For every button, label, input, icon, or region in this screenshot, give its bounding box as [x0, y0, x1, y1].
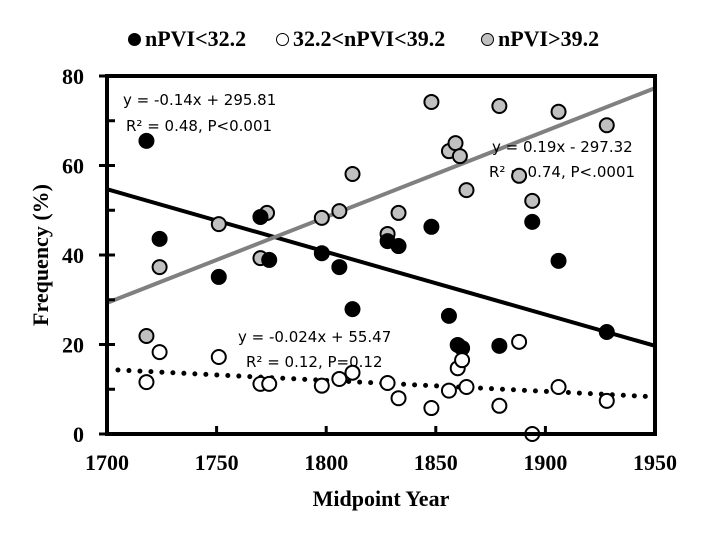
data-point-series-0: [440, 307, 457, 324]
y-axis-title: Frequency (%): [28, 184, 53, 326]
x-tick-label: 1950: [633, 450, 677, 475]
data-point-series-0: [550, 252, 567, 269]
data-point-series-1: [379, 374, 396, 391]
legend-item-mid: 32.2<nPVI<39.2: [276, 26, 445, 52]
data-point-series-2: [331, 203, 348, 220]
data-point-series-1: [440, 382, 457, 399]
data-point-series-0: [598, 323, 615, 340]
annotation-mid-equation: y = -0.024x + 55.47: [238, 328, 391, 346]
data-point-series-1: [313, 377, 330, 394]
tick-labels: 1700 1750 1800 1850 1900 1950 0 20 40 60 80: [62, 64, 677, 475]
y-tick-label: 40: [62, 243, 84, 268]
data-point-series-2: [491, 97, 508, 114]
data-point-series-2: [344, 166, 361, 183]
y-tick-label: 80: [62, 64, 84, 89]
data-point-series-2: [524, 192, 541, 209]
data-point-series-1: [550, 379, 567, 396]
x-axis-title: Midpoint Year: [313, 486, 450, 511]
legend-item-low: nPVI<32.2: [128, 26, 246, 52]
data-point-series-1: [138, 374, 155, 391]
data-point-series-1: [454, 352, 471, 369]
y-tick-label: 0: [73, 422, 84, 447]
data-points: [138, 93, 615, 442]
data-point-series-1: [210, 349, 227, 366]
data-point-series-1: [458, 379, 475, 396]
annotation-high-equation: y = 0.19x - 297.32: [492, 138, 633, 156]
x-tick-label: 1850: [414, 450, 458, 475]
trendline-series-2: [106, 86, 656, 305]
x-tick-label: 1700: [85, 450, 129, 475]
annotation-low-stats: R² = 0.48, P<0.001: [126, 117, 272, 135]
x-tick-label: 1900: [523, 450, 567, 475]
data-point-series-2: [210, 216, 227, 233]
data-point-series-2: [390, 204, 407, 221]
data-point-series-0: [491, 337, 508, 354]
x-tick-label: 1750: [195, 450, 239, 475]
data-point-series-2: [451, 148, 468, 165]
annotation-high-stats: R² = 0.74, P<.0001: [489, 163, 635, 181]
data-point-series-0: [423, 218, 440, 235]
data-point-series-1: [423, 400, 440, 417]
data-point-series-0: [524, 213, 541, 230]
data-point-series-0: [390, 238, 407, 255]
legend: nPVI<32.2 32.2<nPVI<39.2 nPVI>39.2: [0, 26, 702, 56]
data-point-series-1: [598, 392, 615, 409]
legend-label-mid: 32.2<nPVI<39.2: [293, 26, 446, 51]
y-tick-label: 60: [62, 154, 84, 179]
x-tick-label: 1800: [304, 450, 348, 475]
y-tick-label: 20: [62, 333, 84, 358]
data-point-series-0: [344, 301, 361, 318]
legend-marker-black-circle-icon: [128, 32, 141, 46]
data-point-series-2: [138, 327, 155, 344]
data-point-series-0: [331, 259, 348, 276]
data-point-series-0: [138, 132, 155, 149]
data-point-series-2: [598, 117, 615, 134]
annotations: y = -0.14x + 295.81 R² = 0.48, P<0.001 y…: [123, 91, 635, 371]
data-point-series-1: [511, 333, 528, 350]
data-point-series-0: [252, 208, 269, 225]
data-point-series-2: [313, 209, 330, 226]
data-point-series-1: [390, 390, 407, 407]
data-point-series-0: [151, 230, 168, 247]
data-point-series-2: [458, 182, 475, 199]
data-point-series-2: [447, 135, 464, 152]
annotation-low-equation: y = -0.14x + 295.81: [123, 91, 276, 109]
legend-marker-white-circle-icon: [276, 32, 289, 46]
data-point-series-2: [550, 103, 567, 120]
data-point-series-2: [151, 259, 168, 276]
trendline-series-1: [115, 367, 658, 400]
data-point-series-1: [491, 397, 508, 414]
data-point-series-0: [261, 251, 278, 268]
legend-label-high: nPVI>39.2: [498, 26, 600, 51]
data-point-series-2: [511, 167, 528, 184]
legend-marker-gray-circle-icon: [481, 32, 494, 46]
data-point-series-0: [210, 268, 227, 285]
trendline-series-0: [106, 187, 656, 348]
data-point-series-0: [313, 245, 330, 262]
data-point-series-1: [151, 344, 168, 361]
legend-label-low: nPVI<32.2: [145, 26, 247, 51]
axes: [99, 74, 657, 436]
data-point-series-2: [423, 93, 440, 110]
data-point-series-1: [261, 375, 278, 392]
annotation-mid-stats: R² = 0.12, P=0.12: [246, 353, 383, 371]
trendlines: [106, 86, 658, 400]
data-point-series-1: [331, 370, 348, 387]
legend-item-high: nPVI>39.2: [481, 26, 599, 52]
data-point-series-1: [344, 364, 361, 381]
